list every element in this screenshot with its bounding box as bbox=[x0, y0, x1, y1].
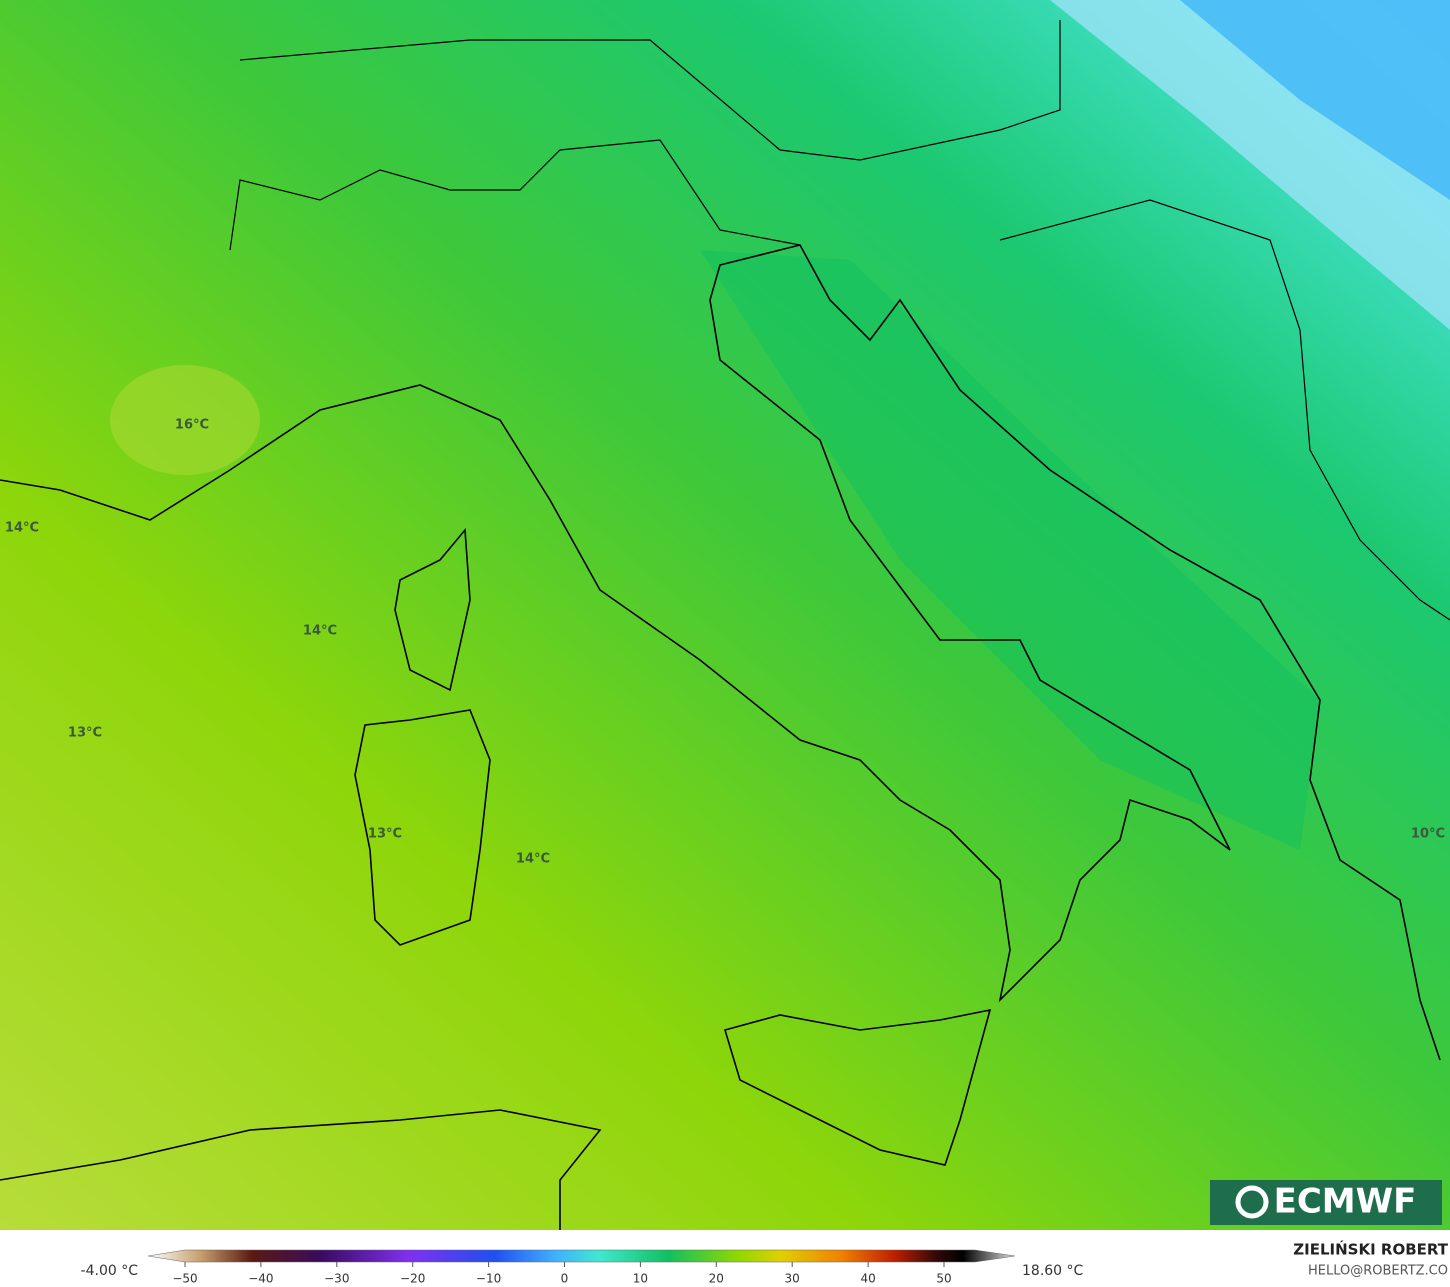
adriatic-field bbox=[700, 250, 1320, 850]
cold-core bbox=[1180, 0, 1450, 200]
colorbar-tick-label: −40 bbox=[248, 1272, 273, 1286]
logo-text: ECMWF bbox=[1274, 1182, 1417, 1222]
colorbar-tick-label: −30 bbox=[324, 1272, 349, 1286]
logo: ECMWF bbox=[1210, 1180, 1442, 1225]
credit-author: ZIELIŃSKI ROBERT bbox=[1293, 1240, 1448, 1259]
colorbar-tick-label: 20 bbox=[709, 1272, 724, 1286]
temp-label: 16°C bbox=[175, 418, 209, 433]
temperature-field bbox=[0, 0, 1450, 1230]
colorbar-max: 18.60 °C bbox=[1022, 1263, 1084, 1279]
colorbar: -4.00 °C 18.60 °C −50 −40 −30 −20 −10 0 10 20 30… bbox=[81, 1249, 1084, 1286]
colorbar-ramp bbox=[147, 1249, 1016, 1263]
colorbar-tick-label: 10 bbox=[633, 1272, 648, 1286]
colorbar-min: -4.00 °C bbox=[81, 1263, 139, 1279]
map-labels: 16°C 14°C 14°C 13°C 13°C 14°C 10°C bbox=[5, 418, 1445, 867]
temp-label: 14°C bbox=[516, 852, 550, 867]
temp-label: 13°C bbox=[368, 827, 402, 842]
colorbar-tick-label: −10 bbox=[476, 1272, 501, 1286]
colorbar-tick-label: 0 bbox=[561, 1272, 569, 1286]
temp-label: 14°C bbox=[303, 624, 337, 639]
temp-label: 13°C bbox=[68, 726, 102, 741]
colorbar-tick-label: 30 bbox=[785, 1272, 800, 1286]
colorbar-tick-label: 50 bbox=[936, 1272, 951, 1286]
warm-spot bbox=[110, 365, 260, 475]
temp-label: 14°C bbox=[5, 521, 39, 536]
borders bbox=[229, 20, 1450, 621]
logo-icon bbox=[1235, 1185, 1269, 1219]
temp-label: 10°C bbox=[1411, 827, 1445, 842]
colorbar-tick-label: −20 bbox=[400, 1272, 425, 1286]
colorbar-tick-label: 40 bbox=[860, 1272, 875, 1286]
colorbar-tick-label: −50 bbox=[172, 1272, 197, 1286]
coastlines bbox=[0, 244, 1441, 1230]
credit-email: HELLO@ROBERTZ.CO bbox=[1308, 1264, 1448, 1279]
